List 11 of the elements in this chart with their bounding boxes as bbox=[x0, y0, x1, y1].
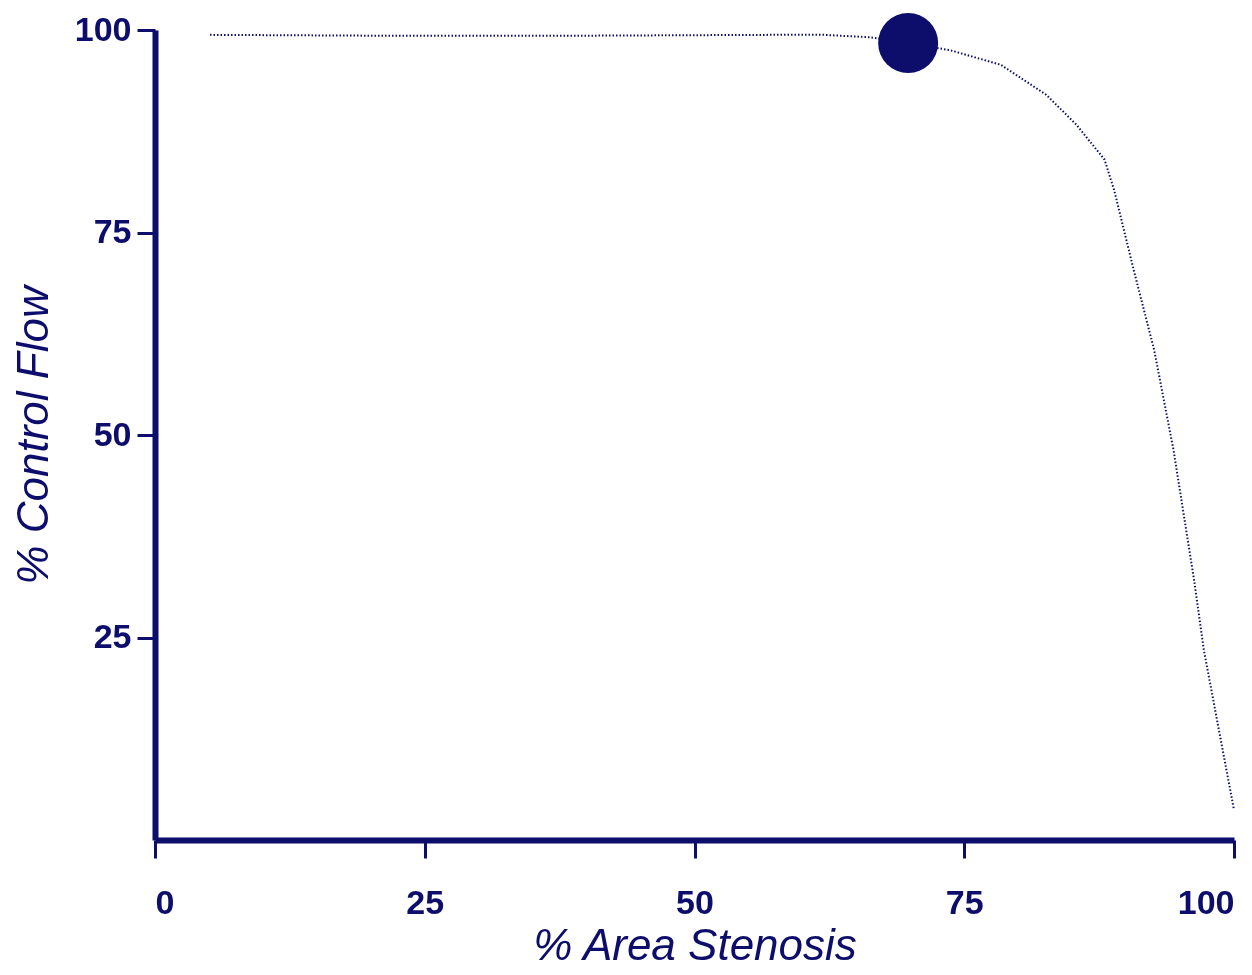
x-tick-label: 75 bbox=[945, 882, 984, 921]
y-tick-label: 75 bbox=[93, 212, 132, 250]
y-tick-label: 50 bbox=[93, 414, 132, 453]
y-axis-title: % Control Flow bbox=[7, 283, 57, 585]
x-tick-label: 100 bbox=[1177, 882, 1235, 921]
x-axis-title: % Area Stenosis bbox=[533, 919, 857, 969]
x-tick-label: 0 bbox=[155, 882, 175, 921]
x-tick-label: 50 bbox=[676, 882, 714, 921]
y-tick-label: 100 bbox=[74, 9, 132, 48]
y-tick-label: 25 bbox=[93, 617, 132, 655]
x-tick-label: 25 bbox=[406, 882, 445, 921]
